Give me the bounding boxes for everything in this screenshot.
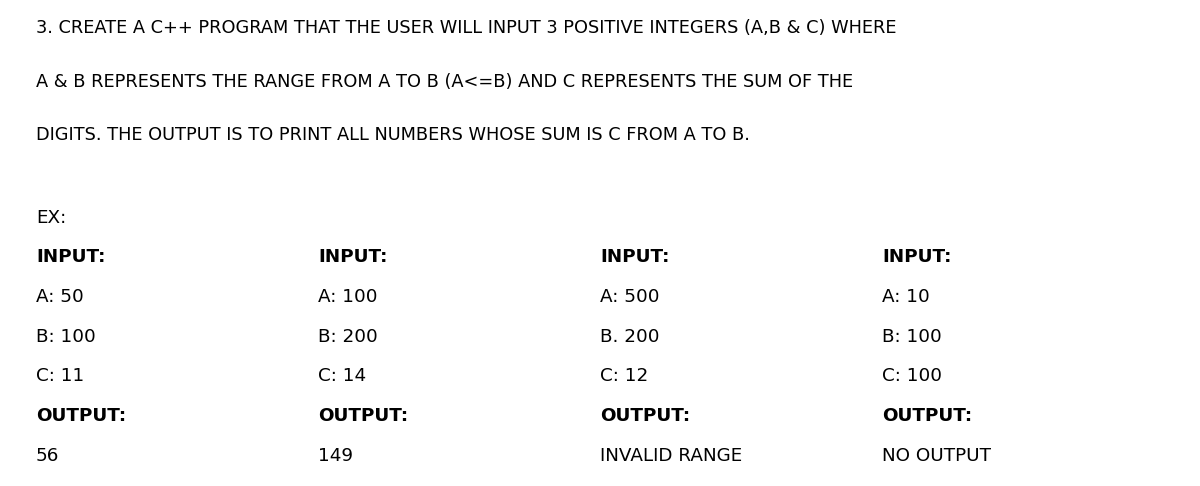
Text: C: 14: C: 14 — [318, 367, 366, 385]
Text: A: 50: A: 50 — [36, 288, 84, 306]
Text: INPUT:: INPUT: — [600, 248, 670, 266]
Text: B. 200: B. 200 — [600, 328, 660, 346]
Text: 56: 56 — [36, 447, 59, 465]
Text: INPUT:: INPUT: — [318, 248, 388, 266]
Text: OUTPUT:: OUTPUT: — [36, 407, 126, 425]
Text: OUTPUT:: OUTPUT: — [318, 407, 408, 425]
Text: INVALID RANGE: INVALID RANGE — [600, 447, 743, 465]
Text: C: 100: C: 100 — [882, 367, 942, 385]
Text: B: 100: B: 100 — [36, 328, 96, 346]
Text: DIGITS. THE OUTPUT IS TO PRINT ALL NUMBERS WHOSE SUM IS C FROM A TO B.: DIGITS. THE OUTPUT IS TO PRINT ALL NUMBE… — [36, 126, 750, 144]
Text: EX:: EX: — [36, 209, 66, 227]
Text: 149: 149 — [318, 447, 353, 465]
Text: INPUT:: INPUT: — [36, 248, 106, 266]
Text: A: 10: A: 10 — [882, 288, 930, 306]
Text: A: 500: A: 500 — [600, 288, 660, 306]
Text: C: 11: C: 11 — [36, 367, 84, 385]
Text: INPUT:: INPUT: — [882, 248, 952, 266]
Text: 3. CREATE A C++ PROGRAM THAT THE USER WILL INPUT 3 POSITIVE INTEGERS (A,B & C) W: 3. CREATE A C++ PROGRAM THAT THE USER WI… — [36, 19, 896, 37]
Text: C: 12: C: 12 — [600, 367, 648, 385]
Text: B: 200: B: 200 — [318, 328, 378, 346]
Text: OUTPUT:: OUTPUT: — [600, 407, 690, 425]
Text: NO OUTPUT: NO OUTPUT — [882, 447, 991, 465]
Text: OUTPUT:: OUTPUT: — [882, 407, 972, 425]
Text: B: 100: B: 100 — [882, 328, 942, 346]
Text: A & B REPRESENTS THE RANGE FROM A TO B (A<=B) AND C REPRESENTS THE SUM OF THE: A & B REPRESENTS THE RANGE FROM A TO B (… — [36, 73, 853, 91]
Text: A: 100: A: 100 — [318, 288, 378, 306]
